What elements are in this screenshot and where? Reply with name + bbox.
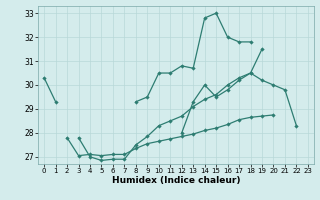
X-axis label: Humidex (Indice chaleur): Humidex (Indice chaleur) — [112, 176, 240, 185]
